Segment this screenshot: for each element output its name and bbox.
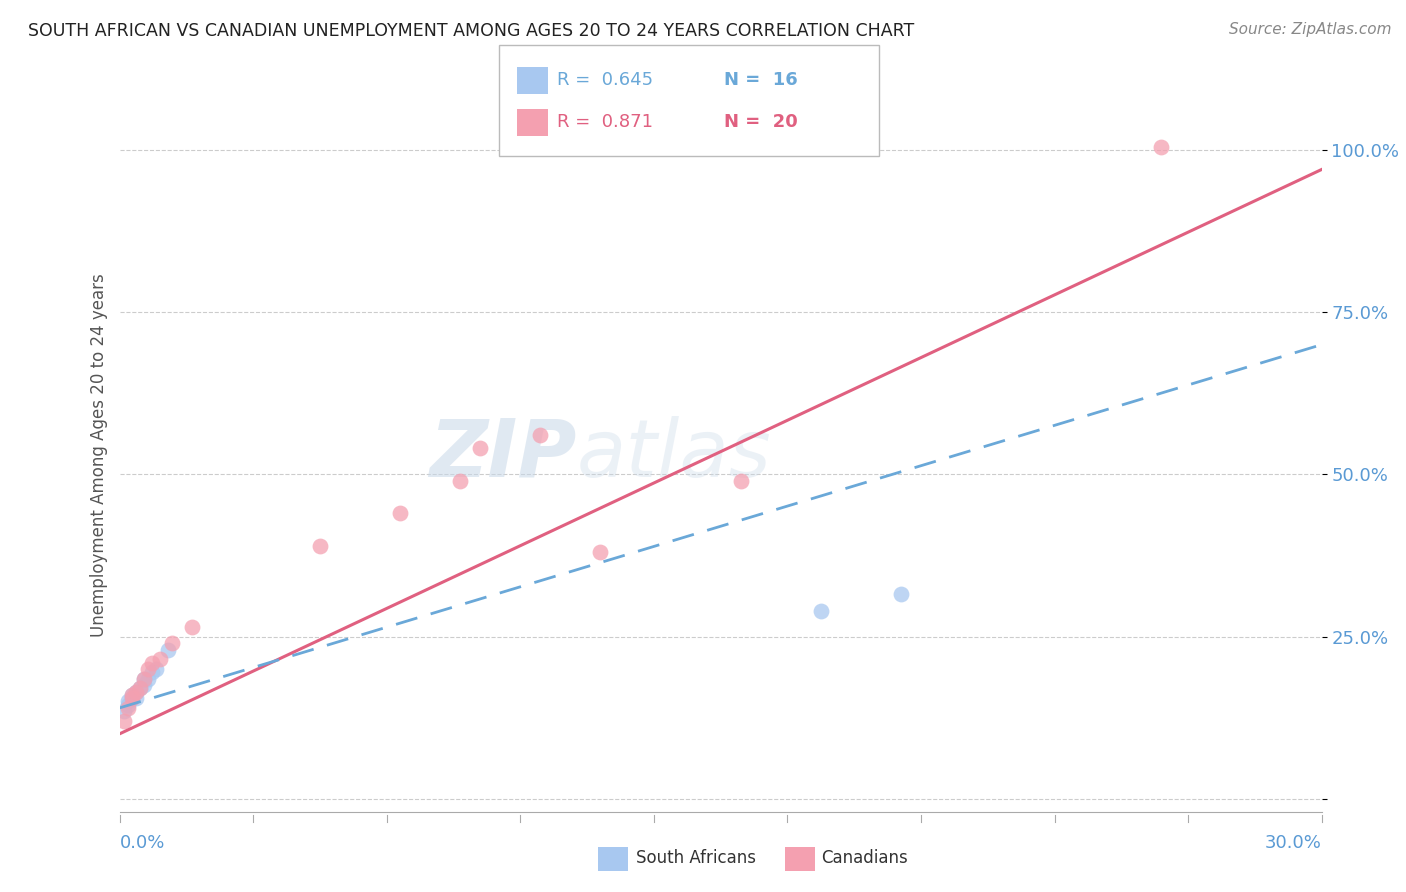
Text: atlas: atlas [576,416,770,494]
Point [132,678,155,692]
Point [468,442,492,456]
Point [136,662,159,676]
Text: South Africans: South Africans [636,849,755,867]
Text: R =  0.871: R = 0.871 [557,113,652,131]
Point [132,672,155,686]
Point [112,704,135,718]
Point [149,652,172,666]
Point [1150,140,1173,154]
Point [529,428,551,442]
Point [141,656,163,670]
Text: N =  16: N = 16 [724,71,797,89]
Point [121,691,143,706]
Point [132,672,155,686]
Point [145,662,167,676]
Point [128,681,150,696]
Point [124,684,146,698]
Point [589,545,612,559]
Point [128,681,150,696]
Point [121,688,143,702]
Point [117,701,139,715]
Point [121,691,143,706]
Point [890,587,912,601]
Point [810,604,832,618]
Text: R =  0.645: R = 0.645 [557,71,652,89]
Point [124,691,146,706]
Text: 0.0%: 0.0% [120,834,165,852]
Point [121,688,143,702]
Point [388,506,412,520]
Point [180,620,202,634]
Point [117,694,139,708]
Point [124,684,146,698]
Point [117,698,139,712]
Point [449,474,471,488]
Point [112,714,135,728]
Point [136,672,159,686]
Y-axis label: Unemployment Among Ages 20 to 24 years: Unemployment Among Ages 20 to 24 years [90,273,108,637]
Text: N =  20: N = 20 [724,113,797,131]
Point [160,636,183,650]
Text: ZIP: ZIP [429,416,576,494]
Text: 30.0%: 30.0% [1265,834,1322,852]
Text: SOUTH AFRICAN VS CANADIAN UNEMPLOYMENT AMONG AGES 20 TO 24 YEARS CORRELATION CHA: SOUTH AFRICAN VS CANADIAN UNEMPLOYMENT A… [28,22,914,40]
Text: Canadians: Canadians [821,849,908,867]
Text: Source: ZipAtlas.com: Source: ZipAtlas.com [1229,22,1392,37]
Point [730,474,752,488]
Point [141,665,163,680]
Point [309,539,332,553]
Point [156,642,179,657]
